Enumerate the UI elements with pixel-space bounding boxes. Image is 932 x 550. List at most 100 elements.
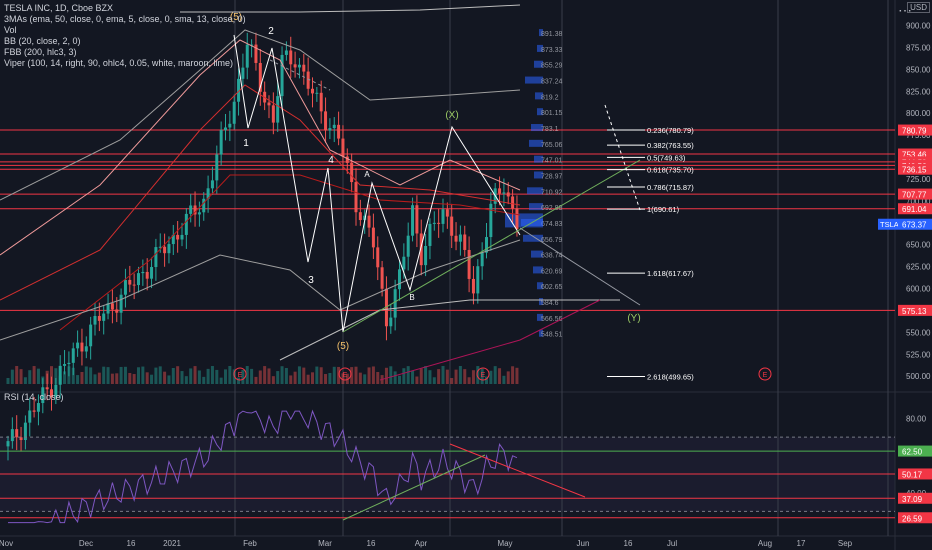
wave-path — [233, 34, 521, 333]
volume-bar — [415, 376, 419, 384]
candle-body — [258, 62, 262, 92]
volume-profile-bar — [531, 124, 543, 132]
wave-label: (5) — [337, 341, 349, 352]
candle-body — [115, 309, 119, 313]
candle-body — [210, 180, 214, 189]
legend-vol[interactable]: Vol — [4, 25, 17, 35]
fib-label: 2.618(499.65) — [647, 373, 694, 382]
candle-body — [128, 279, 132, 285]
candle-body — [398, 269, 401, 290]
candle-body — [167, 244, 171, 254]
candle-body — [6, 441, 10, 447]
fib-label: 0.618(735.70) — [647, 166, 694, 175]
volume-bar — [345, 373, 349, 384]
price-tick-label: 650.00 — [906, 241, 931, 250]
time-tick-label: Jun — [577, 539, 590, 548]
rsi-legend[interactable]: RSI (14, close) — [4, 392, 64, 402]
volume-bar — [163, 371, 167, 384]
projection-line — [519, 227, 641, 306]
time-tick-label: Sep — [838, 539, 853, 548]
volume-profile-bar — [534, 171, 543, 179]
rsi-line — [8, 409, 518, 524]
volume-bar — [302, 367, 306, 384]
volume-bar — [493, 366, 497, 384]
legend-viper[interactable]: Viper (100, 14, right, 90, ohlc4, 0.05, … — [4, 58, 233, 68]
volume-bar — [176, 366, 180, 384]
volume-bar — [258, 370, 262, 384]
rsi-tag-label: 37.09 — [902, 495, 923, 504]
candle-body — [150, 267, 154, 279]
price-tag-bg — [898, 163, 932, 175]
candle-body — [302, 64, 306, 72]
fbb-mid — [279, 299, 620, 361]
volume-bar — [441, 366, 445, 384]
candle-body — [232, 101, 236, 124]
volume-bar — [132, 374, 136, 384]
volume-bar — [193, 366, 197, 384]
earnings-marker-label: E — [481, 372, 486, 379]
legend-3mas[interactable]: 3MAs (ema, 50, close, 0, ema, 5, close, … — [4, 14, 246, 24]
candle-body — [276, 96, 280, 123]
volume-bar — [36, 368, 40, 384]
volume-bar — [280, 366, 284, 384]
candle-body — [511, 196, 515, 209]
symbol-title[interactable]: TESLA INC, 1D, Cboe BZX — [4, 3, 114, 13]
wave-label: (X) — [445, 110, 458, 121]
legend-bb[interactable]: BB (20, close, 2, 0) — [4, 36, 81, 46]
volume-bar — [115, 373, 119, 384]
fib-label: 0.786(715.87) — [647, 183, 694, 192]
volume-bar — [80, 371, 84, 384]
volume-profile-bar — [523, 234, 543, 242]
candle-body — [50, 389, 53, 398]
volume-bar — [358, 372, 362, 384]
fib-label: 0.236(780.79) — [647, 126, 694, 135]
candle-body — [489, 203, 493, 238]
volume-bar — [463, 369, 467, 384]
candle-body — [371, 227, 375, 248]
volume-bar — [32, 366, 36, 384]
volume-bar — [454, 369, 458, 384]
candle-body — [450, 216, 454, 236]
candle-body — [485, 237, 488, 253]
volume-bar — [23, 377, 27, 384]
volume-bar — [84, 366, 88, 384]
volume-bar — [63, 371, 67, 384]
legend-fbb[interactable]: FBB (200, hlc3, 3) — [4, 47, 77, 57]
price-tick-label: 700.00 — [906, 197, 931, 206]
candle-body — [215, 154, 219, 181]
volume-bar — [6, 378, 10, 384]
volume-profile-label: 801.15 — [541, 110, 563, 117]
volume-bar — [428, 370, 432, 384]
volume-bar — [293, 371, 297, 384]
candle-body — [89, 324, 93, 347]
candle-body — [415, 205, 419, 234]
candle-body — [171, 234, 175, 245]
candle-body — [176, 234, 180, 240]
candle-body — [23, 422, 27, 441]
price-tag-label: 780.79 — [902, 127, 927, 136]
volume-bar — [50, 366, 53, 384]
candle-body — [267, 102, 271, 106]
volume-bar — [228, 366, 232, 384]
candle-body — [158, 246, 162, 248]
currency-badge[interactable]: USD — [907, 2, 930, 13]
candle-body — [411, 205, 415, 236]
candle-body — [306, 71, 310, 89]
volume-bar — [206, 368, 210, 384]
volume-bar — [254, 376, 258, 384]
candle-body — [393, 289, 397, 318]
price-tick-label: 825.00 — [906, 87, 931, 96]
candle-body — [384, 288, 388, 327]
volume-bar — [332, 366, 336, 384]
candle-body — [84, 346, 88, 352]
volume-profile-bar — [525, 76, 543, 84]
volume-bar — [237, 377, 241, 384]
more-dots-icon[interactable]: ⋯ — [898, 2, 912, 18]
wave-label: 1 — [243, 138, 249, 149]
candle-body — [58, 365, 62, 385]
volume-bar — [467, 377, 471, 384]
candle-body — [237, 78, 241, 102]
price-tick-label: 550.00 — [906, 328, 931, 337]
volume-bar — [267, 368, 271, 384]
